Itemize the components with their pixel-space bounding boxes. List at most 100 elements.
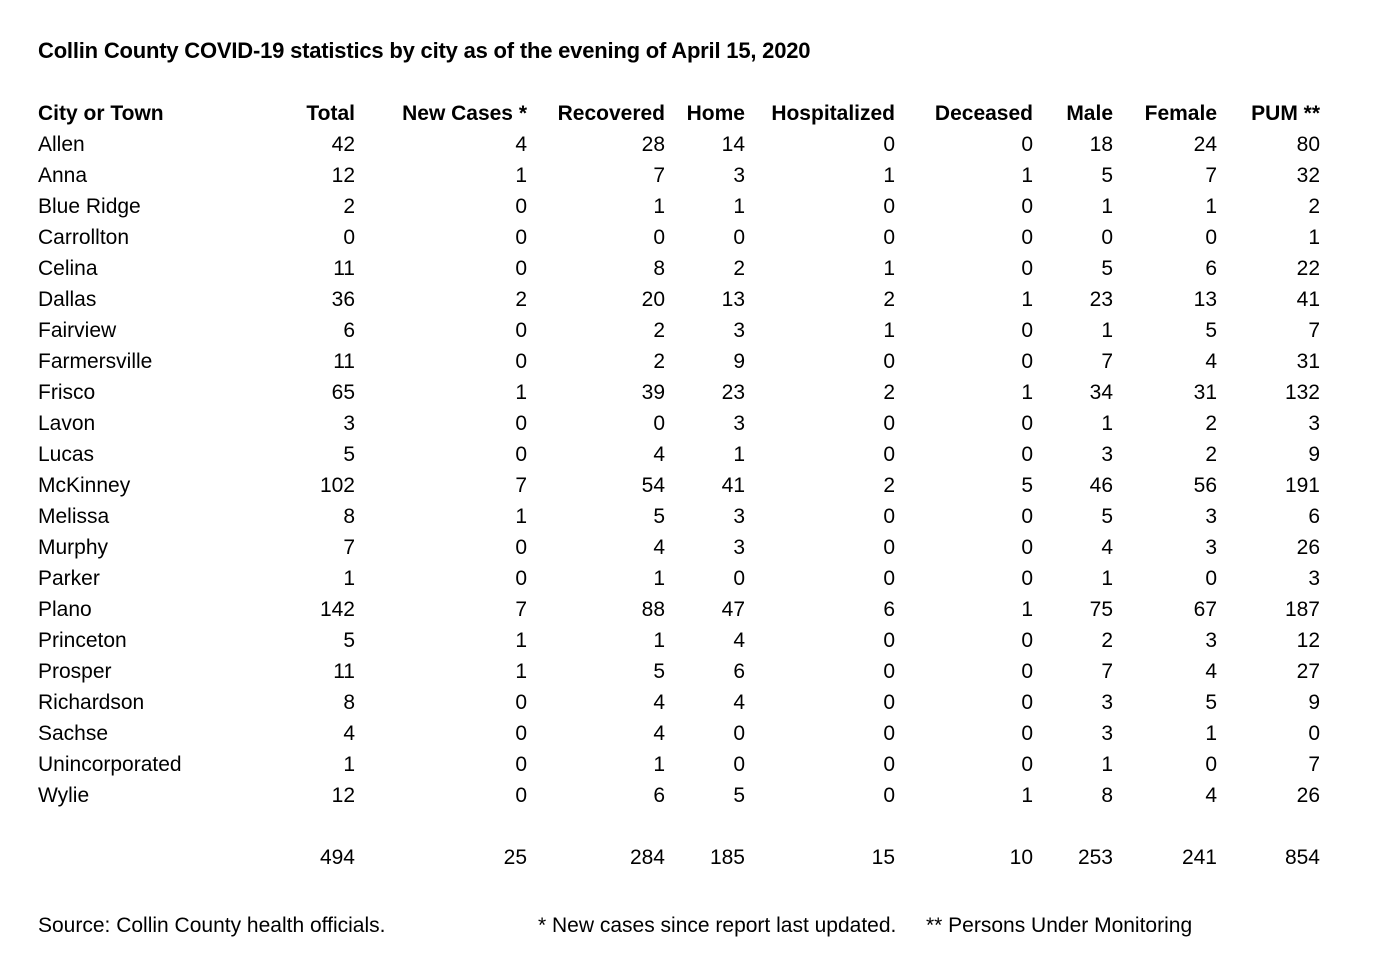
- value-cell: 5: [1021, 474, 1033, 497]
- column-header: Male: [1066, 102, 1113, 125]
- value-cell: 0: [515, 319, 527, 342]
- city-name-cell: Sachse: [38, 722, 109, 745]
- value-cell: 0: [515, 536, 527, 559]
- spacer-cell: [38, 811, 1320, 842]
- total-cell: 185: [709, 846, 745, 869]
- city-name-cell: Prosper: [38, 660, 112, 683]
- value-cell: 1: [883, 164, 895, 187]
- value-cell: 2: [883, 288, 895, 311]
- value-cell: 0: [515, 195, 527, 218]
- value-cell: 7: [515, 474, 527, 497]
- value-cell: 12: [331, 784, 355, 807]
- value-cell: 0: [1021, 226, 1033, 249]
- value-cell: 41: [721, 474, 745, 497]
- value-cell: 5: [733, 784, 745, 807]
- value-cell: 5: [343, 629, 355, 652]
- value-cell: 0: [733, 226, 745, 249]
- total-cell: 10: [1009, 846, 1033, 869]
- city-name-cell: Anna: [38, 164, 88, 187]
- value-cell: 0: [883, 660, 895, 683]
- value-cell: 1: [883, 319, 895, 342]
- value-cell: 0: [515, 753, 527, 776]
- value-cell: 11: [333, 350, 355, 373]
- value-cell: 0: [1021, 691, 1033, 714]
- header-row: City or Town Total New Cases * Recovered Hom…: [38, 98, 1320, 129]
- total-cell: 15: [871, 846, 895, 869]
- city-name-cell: Parker: [38, 567, 100, 590]
- value-cell: 28: [641, 133, 665, 156]
- value-cell: 0: [1021, 629, 1033, 652]
- table-row: Plano 142 7 88 47 6 1 75 67 187: [38, 594, 1320, 625]
- value-cell: 4: [653, 443, 665, 466]
- table-row: Richardson 8 0 4 4 0 0 3 5 9: [38, 687, 1320, 718]
- value-cell: 142: [319, 598, 355, 621]
- value-cell: 4: [733, 691, 745, 714]
- column-header: Hospitalized: [771, 102, 895, 125]
- value-cell: 1: [515, 629, 527, 652]
- value-cell: 0: [883, 226, 895, 249]
- value-cell: 0: [1101, 226, 1113, 249]
- value-cell: 0: [1021, 412, 1033, 435]
- value-cell: 2: [653, 350, 665, 373]
- table-row: Allen 42 4 28 14 0 0 18 24 80: [38, 129, 1320, 160]
- value-cell: 1: [1101, 195, 1113, 218]
- value-cell: 0: [883, 629, 895, 652]
- value-cell: 4: [653, 691, 665, 714]
- value-cell: 2: [733, 257, 745, 280]
- city-name-cell: Dallas: [38, 288, 97, 311]
- table-row: Parker 1 0 1 0 0 0 1 0 3: [38, 563, 1320, 594]
- value-cell: 3: [1101, 722, 1113, 745]
- table-row: Murphy 7 0 4 3 0 0 4 3 26: [38, 532, 1320, 563]
- value-cell: 6: [733, 660, 745, 683]
- value-cell: 0: [653, 226, 665, 249]
- value-cell: 5: [1101, 505, 1113, 528]
- value-cell: 1: [1308, 226, 1320, 249]
- value-cell: 0: [1021, 257, 1033, 280]
- city-name-cell: Melissa: [38, 505, 110, 528]
- value-cell: 31: [1296, 350, 1320, 373]
- city-name-cell: Wylie: [38, 784, 90, 807]
- value-cell: 1: [1021, 784, 1033, 807]
- value-cell: 3: [733, 412, 745, 435]
- pum-footnote: ** Persons Under Monitoring: [926, 914, 1193, 937]
- value-cell: 3: [1308, 412, 1320, 435]
- value-cell: 18: [1089, 133, 1113, 156]
- table-row: Celina 11 0 8 2 1 0 5 6 22: [38, 253, 1320, 284]
- value-cell: 1: [515, 660, 527, 683]
- value-cell: 13: [721, 288, 745, 311]
- value-cell: 80: [1296, 133, 1320, 156]
- value-cell: 0: [1021, 319, 1033, 342]
- value-cell: 2: [1205, 443, 1217, 466]
- value-cell: 0: [883, 722, 895, 745]
- value-cell: 31: [1193, 381, 1217, 404]
- table-row: Carrollton 0 0 0 0 0 0 0 0 1: [38, 222, 1320, 253]
- value-cell: 0: [515, 722, 527, 745]
- table-row: McKinney 102 7 54 41 2 5 46 56 191: [38, 470, 1320, 501]
- value-cell: 0: [515, 691, 527, 714]
- value-cell: 3: [1205, 629, 1217, 652]
- value-cell: 5: [1101, 164, 1113, 187]
- value-cell: 102: [319, 474, 355, 497]
- table-row: Anna 12 1 7 3 1 1 5 7 32: [38, 160, 1320, 191]
- city-name-cell: Princeton: [38, 629, 127, 652]
- column-header: City or Town: [38, 102, 164, 125]
- city-name-cell: Unincorporated: [38, 753, 182, 776]
- value-cell: 3: [1205, 536, 1217, 559]
- value-cell: 191: [1284, 474, 1320, 497]
- column-header: Total: [306, 102, 355, 125]
- value-cell: 1: [515, 164, 527, 187]
- city-name-cell: Frisco: [38, 381, 96, 404]
- table-row: Fairview 6 0 2 3 1 0 1 5 7: [38, 315, 1320, 346]
- table-row: Wylie 12 0 6 5 0 1 8 4 26: [38, 780, 1320, 811]
- statistics-table: City or Town Total New Cases * Recovered Hom…: [38, 98, 1320, 873]
- value-cell: 23: [721, 381, 745, 404]
- value-cell: 5: [1101, 257, 1113, 280]
- total-cell: [38, 842, 243, 873]
- value-cell: 0: [883, 784, 895, 807]
- value-cell: 4: [653, 722, 665, 745]
- value-cell: 1: [515, 381, 527, 404]
- value-cell: 12: [331, 164, 355, 187]
- column-header: Home: [686, 102, 745, 125]
- value-cell: 88: [641, 598, 665, 621]
- value-cell: 3: [1205, 505, 1217, 528]
